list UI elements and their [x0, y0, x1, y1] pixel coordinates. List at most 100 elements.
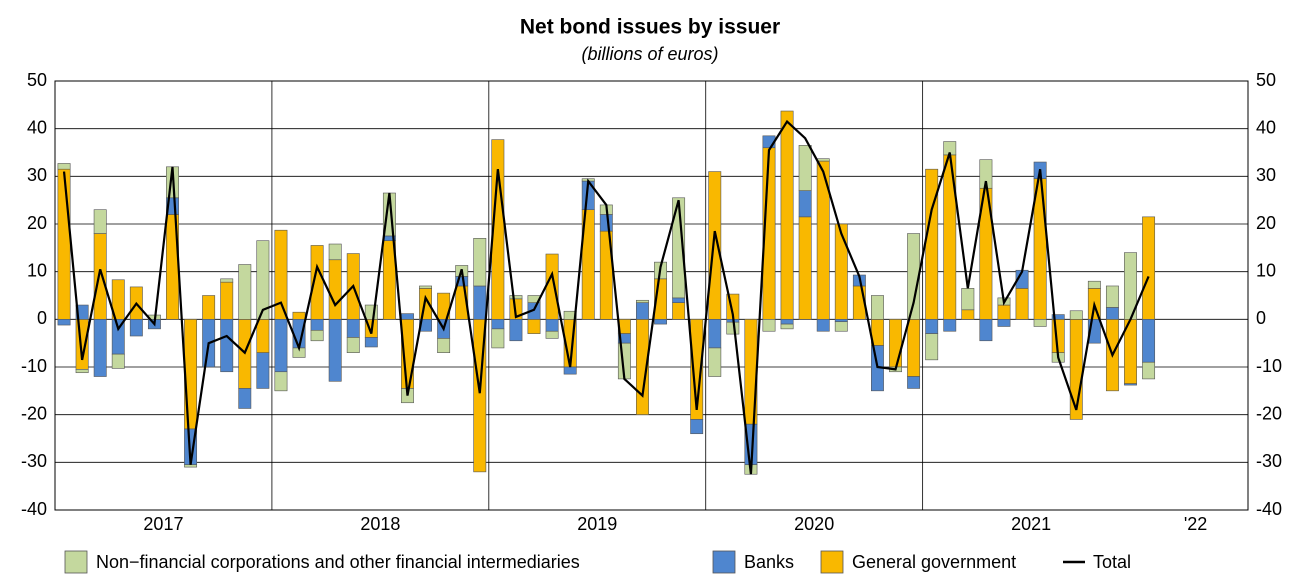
- bar-segment: [816, 319, 830, 332]
- y-tick-label: -20: [21, 403, 47, 423]
- bar-segment: [256, 319, 270, 354]
- bar-segment: [1124, 383, 1137, 386]
- legend-label: Non−financial corporations and other fin…: [96, 552, 580, 572]
- bar-segment: [129, 319, 143, 337]
- bar-segment: [889, 319, 902, 368]
- bar-segment: [75, 304, 89, 320]
- bar-segment: [256, 240, 270, 320]
- y2-tick-label: 40: [1256, 117, 1276, 137]
- bar-segment: [997, 304, 1011, 320]
- bar-segment: [93, 233, 107, 320]
- y2-tick-label: -10: [1256, 356, 1282, 376]
- bar-segment: [220, 319, 234, 373]
- y2-tick-label: -20: [1256, 403, 1282, 423]
- bar-segment: [509, 319, 523, 342]
- bar-segment: [545, 330, 559, 339]
- bar-segment: [636, 299, 649, 303]
- bar-segment: [57, 168, 71, 320]
- bar-segment: [834, 319, 848, 323]
- bar-segment: [1069, 310, 1083, 320]
- bar-segment: [256, 352, 270, 389]
- bar-segment: [310, 319, 324, 331]
- bar-segment: [636, 302, 649, 320]
- bar-segment: [780, 110, 794, 320]
- bar-segment: [419, 285, 432, 289]
- bar-segment: [491, 328, 505, 349]
- bar-segment: [202, 295, 216, 320]
- bar-segment: [57, 163, 71, 170]
- bar-segment: [292, 311, 306, 320]
- bar-segment: [690, 419, 704, 435]
- legend-label: Banks: [744, 552, 794, 572]
- bar-segment: [1142, 361, 1156, 380]
- bar-segment: [1142, 319, 1156, 363]
- bar-segment: [762, 319, 776, 332]
- bar-segment: [798, 145, 812, 191]
- bar-segment: [545, 319, 559, 332]
- bar-segment: [563, 366, 577, 375]
- bar-segment: [75, 369, 89, 374]
- bar-segment: [220, 278, 234, 283]
- chart-subtitle: (billions of euros): [581, 44, 718, 64]
- bar-segment: [798, 216, 812, 320]
- y-tick-label: 40: [27, 117, 47, 137]
- bar-segment: [961, 288, 975, 311]
- bar-segment: [672, 302, 686, 320]
- bar-segment: [871, 295, 884, 320]
- total-line: [62, 119, 1150, 475]
- bar-segment: [274, 229, 288, 320]
- plot-frame: [54, 80, 1249, 511]
- bar-segment: [57, 319, 71, 326]
- bar-segment: [979, 319, 993, 342]
- y-tick-label: 20: [27, 213, 47, 233]
- bar-segment: [1087, 280, 1101, 289]
- bar-segment: [708, 319, 722, 349]
- legend-swatch: [64, 550, 88, 574]
- legend-swatch: [712, 550, 736, 574]
- bar-segment: [184, 464, 198, 468]
- bar-segment: [1105, 307, 1119, 320]
- bar-segment: [672, 297, 686, 303]
- bar-segment: [527, 319, 541, 334]
- bar-segment: [274, 319, 288, 373]
- bar-segment: [473, 285, 487, 320]
- bar-segment: [1015, 288, 1029, 320]
- y-tick-label: -40: [21, 499, 47, 519]
- legend-label: General government: [852, 552, 1016, 572]
- bar-segment: [925, 168, 939, 320]
- bar-segment: [473, 238, 487, 287]
- bar-segment: [1142, 216, 1156, 320]
- bar-segment: [310, 329, 324, 342]
- bar-segment: [907, 319, 921, 377]
- bar-segment: [834, 223, 848, 320]
- y-tick-label: -30: [21, 451, 47, 471]
- bar-segment: [925, 319, 939, 334]
- x-tick-label: 2018: [360, 514, 400, 534]
- bar-segment: [437, 338, 451, 353]
- bar-segment: [961, 309, 975, 320]
- bar-segment: [93, 319, 107, 377]
- bar-segment: [1033, 319, 1047, 327]
- bar-segment: [328, 243, 342, 261]
- bar-segment: [563, 310, 577, 320]
- bar-segment: [997, 319, 1011, 327]
- bar-segment: [328, 319, 342, 382]
- x-tick-label: 2020: [794, 514, 834, 534]
- bar-segment: [780, 323, 794, 330]
- bar-segment: [238, 388, 252, 409]
- bar-segment: [111, 353, 125, 369]
- bar-segment: [220, 281, 234, 320]
- y-tick-label: 10: [27, 260, 47, 280]
- bar-segment: [1105, 285, 1119, 308]
- y-tick-label: 0: [37, 308, 47, 328]
- bar-segment: [708, 171, 722, 320]
- bar-segment: [545, 253, 559, 320]
- x-tick-label: 2021: [1011, 514, 1051, 534]
- y2-tick-label: 20: [1256, 213, 1276, 233]
- bar-segment: [654, 319, 667, 325]
- bar-segment: [1051, 314, 1065, 320]
- bar-segment: [93, 209, 107, 234]
- bar-segment: [943, 319, 957, 332]
